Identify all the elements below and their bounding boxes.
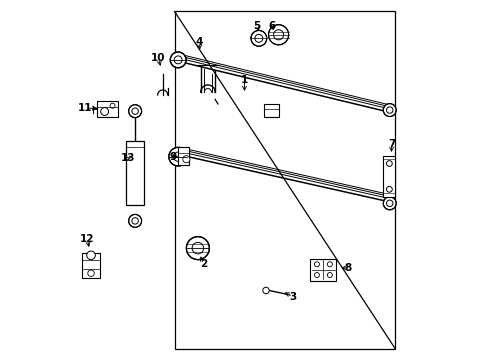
Circle shape — [132, 108, 138, 114]
Circle shape — [101, 108, 108, 116]
Bar — [97, 101, 117, 117]
Circle shape — [314, 262, 319, 267]
Text: 11: 11 — [78, 103, 92, 113]
Circle shape — [186, 237, 209, 260]
Circle shape — [128, 215, 142, 227]
Text: 2: 2 — [199, 259, 206, 269]
Text: 10: 10 — [151, 53, 165, 63]
Text: 7: 7 — [387, 139, 394, 149]
Circle shape — [250, 31, 266, 46]
Circle shape — [128, 105, 142, 118]
Circle shape — [168, 147, 187, 166]
Bar — [81, 253, 100, 278]
Bar — [125, 140, 144, 205]
Circle shape — [262, 287, 269, 294]
Circle shape — [86, 251, 95, 260]
Bar — [310, 258, 336, 281]
Bar — [263, 104, 279, 117]
Circle shape — [326, 262, 332, 267]
Text: 13: 13 — [121, 153, 135, 163]
Bar — [178, 147, 189, 165]
Circle shape — [170, 52, 185, 68]
Circle shape — [192, 242, 203, 254]
Circle shape — [268, 25, 288, 45]
Circle shape — [183, 156, 190, 163]
Circle shape — [132, 218, 138, 224]
Text: 12: 12 — [80, 234, 95, 244]
Circle shape — [383, 104, 395, 117]
Circle shape — [173, 152, 183, 161]
Bar — [383, 156, 395, 197]
Circle shape — [273, 30, 283, 40]
Circle shape — [386, 161, 391, 166]
Text: 5: 5 — [253, 21, 260, 31]
Circle shape — [314, 273, 319, 278]
Text: 4: 4 — [196, 37, 203, 47]
Text: 1: 1 — [241, 75, 247, 85]
Text: 8: 8 — [344, 263, 351, 273]
Circle shape — [174, 56, 182, 64]
Circle shape — [386, 200, 392, 207]
Circle shape — [386, 107, 392, 113]
Circle shape — [326, 273, 332, 278]
Text: 6: 6 — [267, 21, 275, 31]
Circle shape — [110, 103, 115, 108]
Circle shape — [254, 35, 262, 42]
Circle shape — [386, 186, 391, 192]
Circle shape — [88, 270, 94, 276]
Circle shape — [383, 197, 395, 210]
Text: 9: 9 — [170, 152, 177, 162]
Text: 3: 3 — [289, 292, 296, 302]
